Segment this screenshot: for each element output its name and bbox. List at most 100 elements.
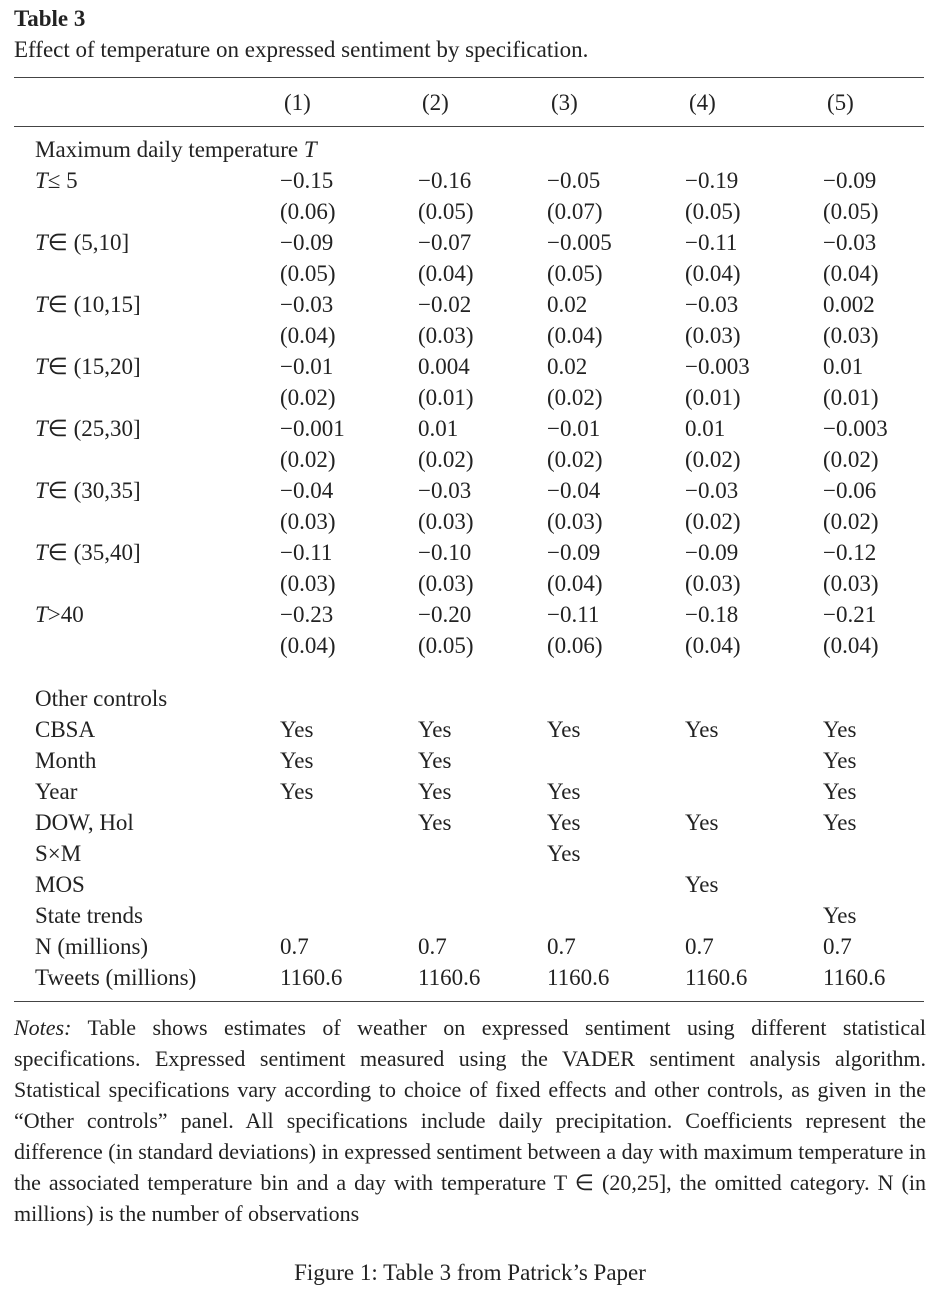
estimate: −0.03 — [685, 292, 739, 317]
standard-error: (0.04) — [280, 633, 336, 658]
row-bin: ∈ (30,35] — [47, 478, 141, 503]
estimate: 0.01 — [418, 416, 459, 441]
standard-error: (0.01) — [823, 385, 879, 410]
cell: Yes — [418, 717, 452, 742]
estimate: −0.04 — [280, 478, 334, 503]
standard-error: (0.06) — [280, 199, 336, 224]
panel-heading-symbol: T — [303, 137, 317, 162]
standard-error: (0.04) — [685, 633, 741, 658]
standard-error: (0.04) — [685, 261, 741, 286]
estimate: −0.09 — [823, 168, 877, 193]
standard-error: (0.05) — [547, 261, 603, 286]
estimate: −0.02 — [418, 292, 472, 317]
row-symbol: T — [35, 292, 48, 317]
row-symbol: T — [35, 354, 48, 379]
standard-error: (0.03) — [280, 571, 336, 596]
row-symbol: T — [35, 168, 48, 193]
cell: Yes — [823, 717, 857, 742]
standard-error: (0.04) — [418, 261, 474, 286]
notes-text: Table shows estimates of weather on expr… — [14, 1015, 926, 1226]
row-label: T∈ (15,20] — [35, 351, 141, 382]
estimate: −0.06 — [823, 478, 877, 503]
cell: Yes — [685, 872, 719, 897]
standard-error: (0.05) — [418, 199, 474, 224]
estimate: −0.03 — [418, 478, 472, 503]
row-label: T>40 — [35, 599, 84, 630]
standard-error: (0.05) — [823, 199, 879, 224]
bottom-rule — [14, 1001, 924, 1002]
standard-error: (0.05) — [418, 633, 474, 658]
row-symbol: T — [35, 416, 48, 441]
standard-error: (0.04) — [547, 323, 603, 348]
cell: 1160.6 — [547, 965, 610, 990]
row-label: T≤ 5 — [35, 165, 78, 196]
panel-heading-text: Maximum daily temperature — [35, 137, 299, 162]
cell: Yes — [685, 717, 719, 742]
cell: Yes — [685, 810, 719, 835]
estimate: −0.09 — [280, 230, 334, 255]
table-title: Effect of temperature on expressed senti… — [14, 37, 589, 62]
standard-error: (0.01) — [418, 385, 474, 410]
cell: Yes — [823, 903, 857, 928]
estimate: −0.11 — [280, 540, 333, 565]
estimate: −0.005 — [547, 230, 612, 255]
estimate: −0.19 — [685, 168, 739, 193]
estimate: −0.003 — [685, 354, 750, 379]
row-label: Tweets (millions) — [35, 965, 197, 990]
estimate: −0.03 — [823, 230, 877, 255]
row-label: Year — [35, 779, 78, 804]
standard-error: (0.04) — [823, 261, 879, 286]
estimate: −0.11 — [547, 602, 600, 627]
standard-error: (0.03) — [547, 509, 603, 534]
estimate: −0.20 — [418, 602, 472, 627]
standard-error: (0.02) — [823, 447, 879, 472]
standard-error: (0.04) — [280, 323, 336, 348]
cell: Yes — [547, 810, 581, 835]
estimate: −0.09 — [685, 540, 739, 565]
standard-error: (0.02) — [418, 447, 474, 472]
cell: Yes — [418, 779, 452, 804]
estimate: −0.11 — [685, 230, 738, 255]
column-header: (5) — [827, 90, 854, 115]
row-label: T∈ (35,40] — [35, 537, 141, 568]
cell: 1160.6 — [685, 965, 748, 990]
estimate: −0.03 — [280, 292, 334, 317]
cell: Yes — [547, 717, 581, 742]
estimate: −0.15 — [280, 168, 334, 193]
standard-error: (0.02) — [547, 385, 603, 410]
standard-error: (0.04) — [547, 571, 603, 596]
row-symbol: T — [35, 478, 48, 503]
table-label: Table 3 — [14, 6, 86, 31]
row-label: T∈ (25,30] — [35, 413, 141, 444]
estimate: −0.21 — [823, 602, 877, 627]
caption: Figure 1: Table 3 from Patrick’s Paper — [294, 1260, 646, 1285]
row-label: T∈ (5,10] — [35, 227, 129, 258]
estimate: −0.23 — [280, 602, 334, 627]
row-label: T∈ (30,35] — [35, 475, 141, 506]
row-label: DOW, Hol — [35, 810, 134, 835]
row-bin: ∈ (10,15] — [47, 292, 141, 317]
row-bin: >40 — [47, 602, 84, 627]
estimate: −0.003 — [823, 416, 888, 441]
estimate: −0.18 — [685, 602, 739, 627]
row-symbol: T — [35, 540, 48, 565]
top-rule — [14, 77, 924, 78]
cell: Yes — [280, 748, 314, 773]
estimate: −0.12 — [823, 540, 877, 565]
cell: 0.7 — [547, 934, 576, 959]
header-rule — [14, 126, 924, 127]
row-label: State trends — [35, 903, 143, 928]
standard-error: (0.07) — [547, 199, 603, 224]
row-label: S×M — [35, 841, 82, 866]
cell: 1160.6 — [418, 965, 481, 990]
column-header: (3) — [551, 90, 578, 115]
estimate: −0.01 — [547, 416, 601, 441]
estimate: −0.05 — [547, 168, 601, 193]
estimate: −0.09 — [547, 540, 601, 565]
row-symbol: T — [35, 230, 48, 255]
cell: Yes — [547, 841, 581, 866]
standard-error: (0.05) — [280, 261, 336, 286]
estimate: −0.10 — [418, 540, 472, 565]
standard-error: (0.02) — [547, 447, 603, 472]
estimate: 0.02 — [547, 292, 588, 317]
